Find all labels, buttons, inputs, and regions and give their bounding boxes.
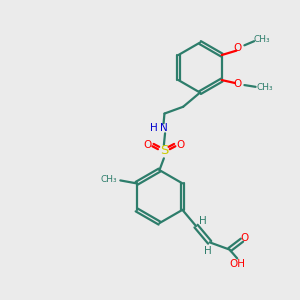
Text: O: O [234, 43, 242, 53]
Text: H: H [199, 216, 206, 226]
Text: O: O [176, 140, 184, 150]
Text: O: O [144, 140, 152, 150]
Text: N: N [160, 123, 167, 133]
Text: O: O [240, 233, 248, 243]
Text: OH: OH [230, 259, 246, 269]
Text: CH₃: CH₃ [254, 35, 270, 44]
Text: H: H [150, 123, 158, 133]
Text: H: H [204, 246, 212, 256]
Text: S: S [160, 145, 168, 158]
Text: CH₃: CH₃ [101, 175, 117, 184]
Text: O: O [234, 80, 242, 89]
Text: CH₃: CH₃ [256, 83, 273, 92]
